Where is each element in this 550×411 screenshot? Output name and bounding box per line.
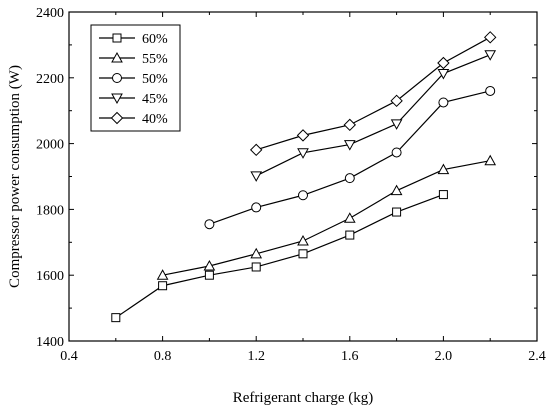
data-point — [484, 154, 497, 166]
legend-marker — [111, 51, 123, 63]
data-point — [390, 184, 403, 196]
data-point — [250, 171, 263, 182]
data-point — [158, 281, 168, 291]
legend-item: 50% — [99, 72, 168, 87]
data-point — [483, 31, 497, 44]
data-point — [251, 262, 261, 272]
legend: 60% 55% 50% 45% 40% — [90, 24, 181, 132]
x-tick-label: 0.8 — [154, 349, 172, 364]
data-point — [111, 313, 121, 323]
y-tick-label: 2400 — [36, 6, 64, 21]
series-diamond — [249, 31, 497, 157]
series-layer — [111, 31, 497, 323]
y-tick-label: 1600 — [36, 269, 64, 284]
y-axis-label: Compressor power consumption (W) — [7, 65, 23, 288]
legend-label: 40% — [142, 112, 168, 127]
legend-item: 60% — [99, 32, 168, 47]
series-line — [115, 194, 444, 319]
series-line — [255, 54, 491, 177]
series-triangle-up — [156, 154, 497, 280]
data-point — [298, 249, 308, 259]
data-point — [438, 97, 449, 108]
data-point — [437, 69, 450, 80]
data-point — [343, 140, 356, 151]
x-tick-label: 0.4 — [60, 349, 78, 364]
legend-item: 45% — [99, 92, 168, 107]
data-point — [438, 190, 448, 200]
y-tick-label: 1400 — [36, 335, 64, 350]
data-point — [344, 173, 355, 184]
x-axis-label: Refrigerant charge (kg) — [233, 390, 374, 406]
series-line — [162, 160, 491, 276]
data-point — [485, 85, 496, 96]
series-line — [209, 90, 491, 225]
data-point — [390, 94, 403, 108]
data-point — [204, 219, 215, 230]
data-point — [297, 148, 309, 159]
x-tick-label: 1.2 — [247, 349, 265, 364]
series-circle — [204, 85, 496, 230]
legend-item: 55% — [99, 51, 168, 67]
legend-marker — [112, 73, 122, 83]
data-point — [437, 163, 450, 175]
legend-label: 60% — [142, 32, 168, 47]
data-point — [390, 119, 403, 130]
data-point — [156, 269, 169, 280]
data-point — [297, 234, 309, 246]
series-square — [111, 190, 448, 323]
legend-marker — [112, 33, 122, 43]
y-tick-label: 2000 — [36, 138, 64, 153]
x-tick-label: 2.4 — [528, 349, 546, 364]
legend-marker — [111, 93, 123, 105]
data-point — [250, 247, 263, 259]
series-line — [256, 36, 491, 151]
data-point — [296, 129, 310, 142]
legend-label: 45% — [142, 92, 168, 107]
ticks: 0.4 0.8 1.2 1.6 2.0 2.4 1400 1600 1800 2000 2200 24… — [36, 6, 546, 364]
plot-frame — [68, 11, 538, 342]
data-point — [298, 190, 308, 201]
legend-label: 55% — [142, 52, 168, 67]
data-point — [392, 207, 402, 217]
data-point — [249, 143, 263, 157]
x-tick-label: 1.6 — [341, 349, 359, 364]
series-triangle-down — [250, 50, 497, 182]
data-point — [343, 118, 357, 132]
data-point — [251, 202, 262, 213]
data-point — [204, 270, 214, 280]
data-point — [343, 212, 356, 223]
data-point — [345, 230, 355, 240]
data-point — [203, 259, 216, 271]
data-point — [437, 56, 450, 70]
legend-label: 50% — [142, 72, 168, 87]
data-point — [391, 147, 402, 158]
y-tick-label: 1800 — [36, 203, 64, 218]
legend-marker — [110, 111, 124, 125]
x-tick-label: 2.0 — [435, 349, 453, 364]
legend-item: 40% — [99, 111, 168, 127]
y-tick-label: 2200 — [36, 72, 64, 87]
data-point — [484, 50, 497, 61]
